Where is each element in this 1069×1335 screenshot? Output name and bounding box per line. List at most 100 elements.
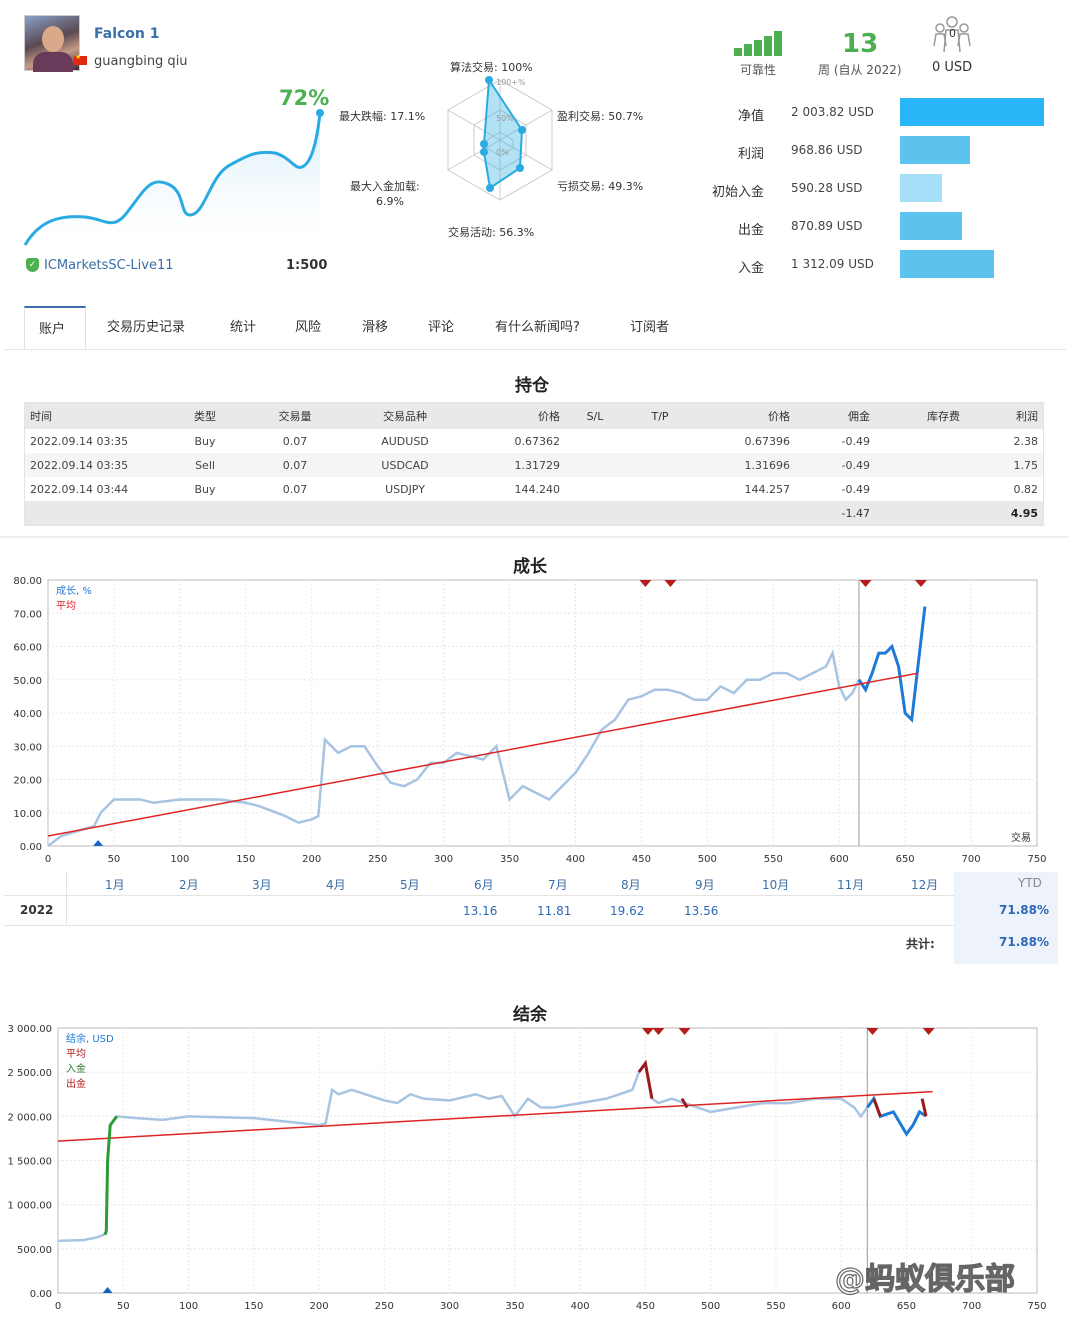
balance-chart: 0 50 100 150 200 250 300 350 400 450 500 550 600 650 7…: [7, 1024, 1046, 1312]
x-tick-label: 350: [500, 854, 519, 865]
radar-tick-100: 100+%: [496, 78, 526, 87]
year-label: 2022: [20, 903, 54, 917]
tab-bar: 账户 交易历史记录 统计 风险 滑移 评论 有什么新闻吗? 订阅者: [24, 306, 1064, 350]
cell-swap: [875, 477, 965, 501]
growth-chart: 0 50 100 150 200 250 300 350 400 450 500 550 600 650 7…: [13, 576, 1046, 865]
x-tick-label: 600: [830, 854, 849, 865]
signal-name[interactable]: Falcon 1: [94, 26, 160, 42]
total-commission: -1.47: [795, 501, 875, 525]
tab-account[interactable]: 账户: [24, 306, 86, 350]
cell-type: Buy: [194, 434, 216, 448]
x-tick-label: 750: [1027, 854, 1046, 865]
col-time[interactable]: 时间: [25, 403, 165, 429]
month-label: 8月: [621, 878, 641, 892]
month-value-jun: 13.16: [463, 904, 498, 918]
growth-chart-title: 成长: [513, 557, 547, 577]
col-sl[interactable]: S/L: [565, 403, 625, 429]
radar-label-deposit-load: 最大入金加载:: [350, 180, 420, 193]
y-tick-label: 1 500.00: [7, 1157, 52, 1168]
radar-label-drawdown: 最大跌幅: 17.1%: [339, 110, 426, 123]
x-tick-label: 100: [179, 1301, 198, 1312]
radar-area: [483, 77, 524, 190]
radar-chart: 100+% 50% 0%: [447, 76, 553, 201]
col-swap[interactable]: 库存费: [875, 403, 965, 429]
reliability-label: 可靠性: [740, 63, 777, 77]
month-label: 10月: [762, 878, 790, 892]
withdrawal-line: [680, 1097, 689, 1109]
avatar[interactable]: [24, 15, 80, 72]
col-profit[interactable]: 利润: [965, 403, 1043, 429]
average-line: [57, 1090, 933, 1142]
legend-growth: 成长, %: [56, 585, 92, 597]
month-label: 2月: [179, 878, 199, 892]
cell-symbol: AUDUSD: [381, 434, 429, 448]
cell-swap: [875, 429, 965, 453]
withdrawal-line: [920, 1098, 928, 1117]
month-label: 12月: [911, 878, 939, 892]
positions-total-row: -1.47 4.95: [25, 501, 1043, 525]
radar-label-activity: 交易活动: 56.3%: [448, 226, 535, 239]
cell-profit: 2.38: [1013, 434, 1039, 448]
china-flag-icon: ★: [74, 53, 87, 65]
radar-label-profit: 盈利交易: 50.7%: [557, 110, 644, 123]
event-marker: [664, 580, 677, 587]
deposit-line: [103, 1115, 118, 1236]
ytd-label: YTD: [1018, 876, 1042, 890]
broker-link[interactable]: ICMarketsSC-Live11: [44, 258, 174, 273]
table-row[interactable]: 2022.09.14 03:35 Buy 0.07 AUDUSD 0.67362 0.67…: [25, 429, 1043, 453]
col-open-price[interactable]: 价格: [465, 403, 565, 429]
cell-volume: 0.07: [282, 482, 308, 496]
deposit-marker: [102, 1287, 113, 1293]
x-tick-label: 600: [832, 1301, 851, 1312]
col-tp[interactable]: T/P: [625, 403, 695, 429]
monthly-header-bg: [66, 872, 958, 896]
x-tick-label: 150: [244, 1301, 263, 1312]
cell-volume: 0.07: [245, 453, 345, 477]
x-tick-label: 500: [701, 1301, 720, 1312]
col-symbol[interactable]: 交易品种: [345, 403, 465, 429]
stat-label: 净值: [737, 109, 764, 124]
col-type[interactable]: 类型: [165, 403, 245, 429]
cell-commission: -0.49: [841, 482, 870, 496]
event-marker: [642, 1028, 655, 1035]
stat-label: 出金: [737, 223, 764, 238]
radar-point-deposit-load: [480, 148, 488, 156]
x-tick-label: 650: [896, 854, 915, 865]
watermark: @蚂蚁俱乐部: [834, 1261, 1015, 1297]
month-label: 4月: [326, 878, 346, 892]
table-row[interactable]: 2022.09.14 03:44 Buy 0.07 USDJPY 144.240 144.…: [25, 477, 1043, 501]
radar-label-loss: 亏损交易: 49.3%: [557, 180, 644, 193]
radar-point-algo: [485, 76, 493, 84]
tab-subscribers[interactable]: 订阅者: [630, 320, 670, 335]
col-commission[interactable]: 佣金: [795, 403, 875, 429]
table-row[interactable]: 2022.09.14 03:35 Sell 0.07 USDCAD 1.31729 1.3…: [25, 453, 1043, 477]
tab-reviews[interactable]: 评论: [428, 320, 455, 335]
y-tick-label: 10.00: [13, 809, 42, 820]
author-name[interactable]: guangbing qiu: [94, 54, 188, 69]
col-price[interactable]: 价格: [695, 403, 795, 429]
weeks-value: 13: [842, 29, 879, 59]
x-tick-label: 550: [766, 1301, 785, 1312]
subscribers-value: 0 USD: [932, 60, 973, 75]
month-label: 9月: [695, 878, 715, 892]
tab-news[interactable]: 有什么新闻吗?: [495, 320, 580, 335]
event-marker: [922, 1028, 935, 1035]
month-label: 5月: [400, 878, 420, 892]
x-tick-label: 0: [55, 1301, 61, 1312]
balance-chart-title: 结余: [513, 1005, 547, 1025]
cell-type: Buy: [194, 482, 216, 496]
stat-value: 2 003.82 USD: [791, 105, 874, 119]
withdrawal-line: [637, 1059, 654, 1099]
cell-open-price: 1.31729: [465, 453, 565, 477]
col-volume[interactable]: 交易量: [245, 403, 345, 429]
stat-value: 968.86 USD: [791, 143, 863, 157]
tab-risk[interactable]: 风险: [295, 320, 322, 335]
x-tick-label: 400: [566, 854, 585, 865]
tab-slippage[interactable]: 滑移: [362, 320, 389, 335]
total-label: 共计:: [906, 937, 935, 951]
y-tick-label: 0.00: [30, 1289, 52, 1300]
deposit-marker: [93, 840, 104, 846]
tab-statistics[interactable]: 统计: [230, 320, 257, 335]
tab-trade-history[interactable]: 交易历史记录: [107, 320, 186, 335]
y-tick-label: 30.00: [13, 742, 42, 753]
